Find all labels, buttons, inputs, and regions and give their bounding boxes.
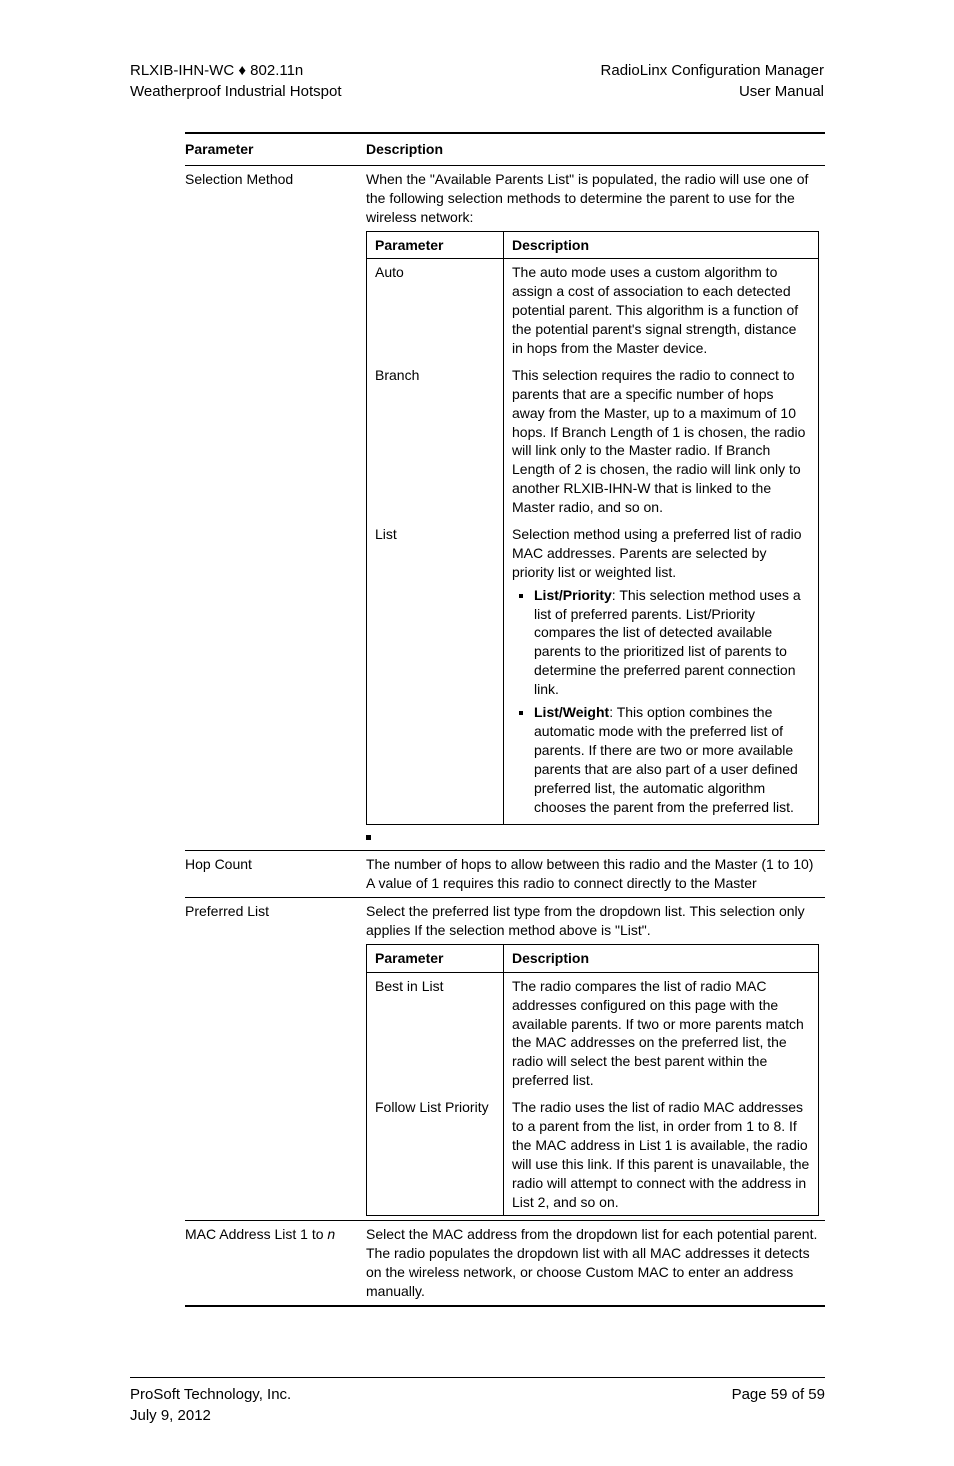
footer-date: July 9, 2012 [130,1405,291,1426]
parameter-table: Parameter Description Selection Method W… [185,132,825,1307]
param-preferred-list: Preferred List [185,898,366,1221]
header-subtitle: Weatherproof Industrial Hotspot [130,81,342,102]
header-left: RLXIB-IHN-WC ♦ 802.11n Weatherproof Indu… [130,60,342,102]
col-header-parameter: Parameter [185,133,366,165]
desc-hop-count: The number of hops to allow between this… [366,851,825,898]
desc-mac-list: Select the MAC address from the dropdown… [366,1221,825,1306]
pl-desc-best: The radio compares the list of radio MAC… [504,972,819,1094]
list-weight-text: : This option combines the automatic mod… [534,704,798,814]
param-selection-method: Selection Method [185,165,366,850]
sub-param-branch: Branch [367,362,504,521]
sub-param-list: List [367,521,504,825]
page-header: RLXIB-IHN-WC ♦ 802.11n Weatherproof Indu… [130,60,824,102]
param-mac-list: MAC Address List 1 to n [185,1221,366,1306]
desc-selection-method: When the "Available Parents List" is pop… [366,165,825,850]
list-weight-label: List/Weight [534,704,609,720]
pl-sub-header-desc: Description [504,944,819,972]
sub-param-auto: Auto [367,259,504,362]
sub-desc-auto: The auto mode uses a custom algorithm to… [504,259,819,362]
mac-param-n: n [327,1226,335,1242]
pl-sub-header-param: Parameter [367,944,504,972]
param-hop-count: Hop Count [185,851,366,898]
sub-desc-branch: This selection requires the radio to con… [504,362,819,521]
mac-param-text: MAC Address List 1 to [185,1226,327,1242]
pl-param-follow: Follow List Priority [367,1094,504,1216]
footer-company: ProSoft Technology, Inc. [130,1384,291,1405]
page-footer: ProSoft Technology, Inc. July 9, 2012 Pa… [130,1377,825,1426]
selection-method-subtable: Parameter Description Auto The auto mode… [366,231,819,826]
pl-param-best: Best in List [367,972,504,1094]
header-spec: 802.11n [246,62,303,79]
square-bullet-icon [366,835,371,840]
sub-header-param: Parameter [367,231,504,259]
preferred-list-subtable: Parameter Description Best in List The r… [366,944,819,1217]
sub-desc-list: Selection method using a preferred list … [504,521,819,825]
footer-page-number: Page 59 of 59 [732,1384,825,1426]
selection-method-intro: When the "Available Parents List" is pop… [366,171,808,225]
footer-left: ProSoft Technology, Inc. July 9, 2012 [130,1384,291,1426]
preferred-list-intro: Select the preferred list type from the … [366,903,805,938]
col-header-description: Description [366,133,825,165]
list-intro: Selection method using a preferred list … [512,526,802,580]
list-priority-text: : This selection method uses a list of p… [534,587,801,697]
pl-desc-follow: The radio uses the list of radio MAC add… [504,1094,819,1216]
diamond-icon: ♦ [238,62,246,79]
hop-count-line1: The number of hops to allow between this… [366,855,819,874]
list-priority-label: List/Priority [534,587,612,603]
header-doc-type: User Manual [601,81,824,102]
header-right: RadioLinx Configuration Manager User Man… [601,60,824,102]
hop-count-line2: A value of 1 requires this radio to conn… [366,874,819,893]
list-bullet-priority: List/Priority: This selection method use… [534,586,810,699]
sub-header-desc: Description [504,231,819,259]
list-bullet-weight: List/Weight: This option combines the au… [534,703,810,816]
desc-preferred-list: Select the preferred list type from the … [366,898,825,1221]
header-doc-title: RadioLinx Configuration Manager [601,60,824,81]
header-product: RLXIB-IHN-WC [130,62,238,79]
